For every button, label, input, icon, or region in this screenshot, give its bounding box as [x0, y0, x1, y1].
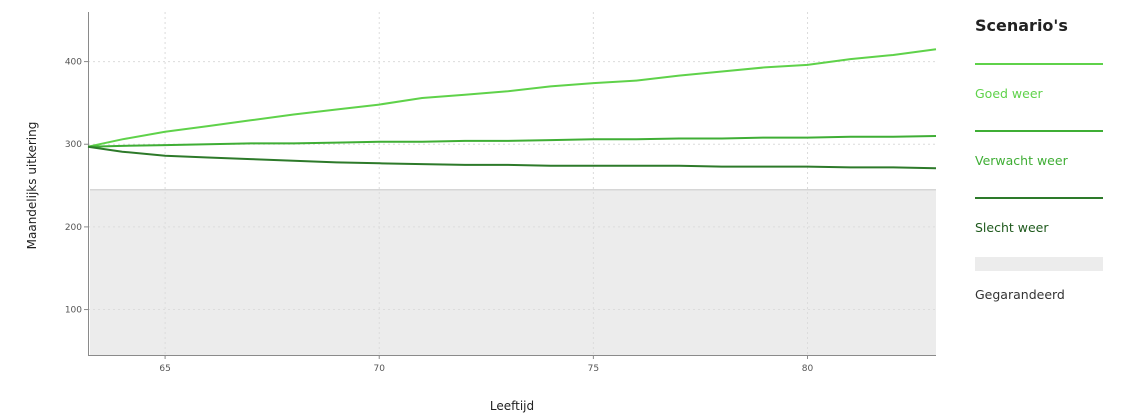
- legend-swatch-gegarandeerd: [975, 257, 1103, 271]
- series-line-slecht-weer: [87, 145, 937, 170]
- legend-item-goed-weer[interactable]: Goed weer: [975, 46, 1103, 113]
- legend-label-gegarandeerd: Gegarandeerd: [975, 287, 1065, 302]
- x-tick-label-70: 70: [374, 364, 386, 374]
- x-tick-label-80: 80: [802, 364, 814, 374]
- y-axis-title: Maandelijks uitkering: [25, 122, 39, 250]
- y-tick-label-100: 100: [65, 306, 82, 316]
- series-line-verwacht-weer: [87, 135, 937, 148]
- legend-label-goed-weer: Goed weer: [975, 86, 1043, 101]
- legend-label-verwacht-weer: Verwacht weer: [975, 153, 1068, 168]
- y-tick-label-400: 400: [65, 58, 82, 68]
- legend-swatch-slecht-weer: [975, 197, 1103, 199]
- axes: [84, 12, 936, 359]
- guaranteed-area: [90, 189, 936, 355]
- series-line-goed-weer: [87, 48, 937, 148]
- y-tick-label-300: 300: [65, 140, 82, 150]
- series-lines: [87, 48, 937, 170]
- legend-label-slecht-weer: Slecht weer: [975, 220, 1049, 235]
- legend-swatch-goed-weer: [975, 63, 1103, 65]
- x-tick-label-75: 75: [588, 364, 599, 374]
- x-axis-title: Leeftijd: [490, 399, 534, 413]
- x-tick-label-65: 65: [159, 364, 170, 374]
- legend-item-gegarandeerd[interactable]: Gegarandeerd: [975, 247, 1103, 314]
- legend-item-slecht-weer[interactable]: Slecht weer: [975, 180, 1103, 247]
- tick-labels: 65 70 75 80 100 200 300 400: [65, 58, 814, 374]
- legend: Scenario's Goed weer Verwacht weer Slech…: [975, 16, 1103, 314]
- y-tick-label-200: 200: [65, 223, 82, 233]
- legend-item-verwacht-weer[interactable]: Verwacht weer: [975, 113, 1103, 180]
- legend-title: Scenario's: [975, 16, 1068, 35]
- legend-swatch-verwacht-weer: [975, 130, 1103, 132]
